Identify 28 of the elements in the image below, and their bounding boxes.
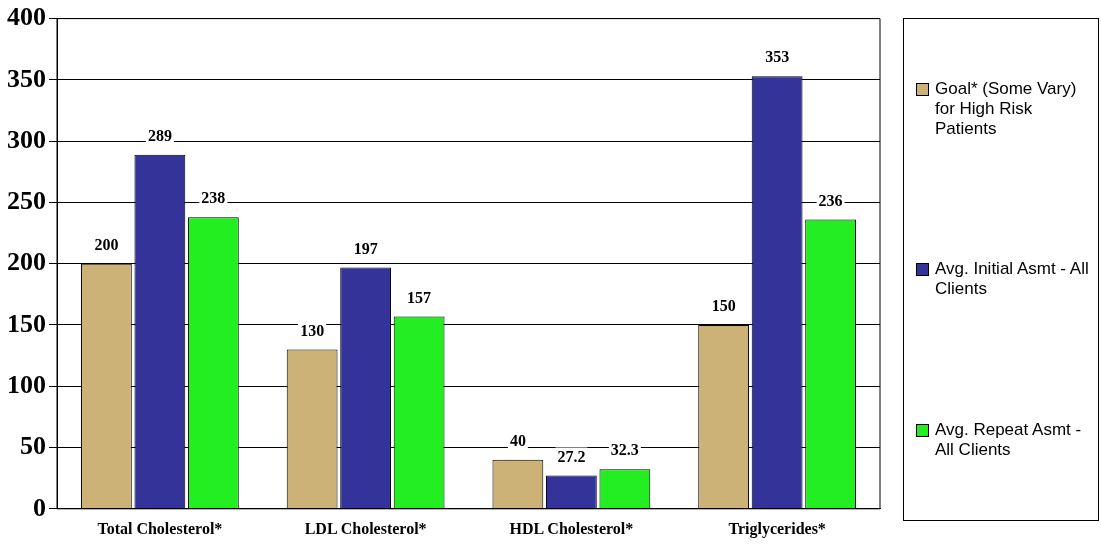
- y-tick-label: 200: [7, 247, 46, 277]
- data-label: 27.2: [557, 447, 586, 465]
- data-label: 150: [711, 297, 736, 315]
- data-label: 197: [353, 239, 378, 257]
- x-tick-label: Triglycerides*: [728, 519, 826, 538]
- y-tick-label: 300: [7, 124, 46, 154]
- y-tick-label: 50: [20, 431, 46, 461]
- data-label: 32.3: [610, 441, 639, 459]
- x-tick-label: Total Cholesterol*: [97, 519, 223, 537]
- x-tick-label: HDL Cholesterol*: [509, 519, 634, 537]
- data-label: 200: [94, 235, 119, 253]
- y-tick-label: 400: [7, 2, 46, 32]
- data-label: 157: [407, 288, 432, 306]
- x-tick-label: LDL Cholesterol*: [304, 519, 427, 537]
- y-tick-label: 100: [7, 369, 46, 399]
- data-label: 236: [818, 191, 843, 209]
- y-tick-label: 0: [33, 492, 46, 522]
- data-label: 130: [300, 321, 325, 339]
- data-label: 40: [509, 431, 526, 449]
- legend-label: Avg. Repeat Asmt - All Clients: [935, 419, 1083, 460]
- y-tick-label: 150: [7, 308, 46, 338]
- data-label: 353: [765, 48, 790, 66]
- legend-label: Goal* (Some Vary) for High Risk Patients: [935, 79, 1078, 140]
- legend-label: Avg. Initial Asmt - All Clients: [935, 259, 1090, 300]
- y-tick-label: 250: [7, 186, 46, 216]
- data-label: 238: [201, 189, 226, 207]
- y-tick-label: 350: [7, 63, 46, 93]
- data-label: 289: [147, 126, 172, 144]
